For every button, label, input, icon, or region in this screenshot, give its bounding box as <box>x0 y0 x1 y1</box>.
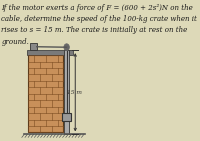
Text: ground.: ground. <box>1 38 29 46</box>
Bar <box>28 55 63 132</box>
Bar <box>62 113 71 121</box>
Bar <box>64 50 69 134</box>
Text: If the motor exerts a force of F = (600 + 2s²)N on the: If the motor exerts a force of F = (600 … <box>1 4 193 12</box>
Bar <box>27 50 73 55</box>
Bar <box>30 43 37 50</box>
Circle shape <box>64 44 69 51</box>
Text: rises to s = 15 m. The crate is initially at rest on the: rises to s = 15 m. The crate is initiall… <box>1 27 188 34</box>
Text: cable, determine the speed of the 100-kg crate when it: cable, determine the speed of the 100-kg… <box>1 15 197 23</box>
Text: 15 m: 15 m <box>67 90 82 95</box>
